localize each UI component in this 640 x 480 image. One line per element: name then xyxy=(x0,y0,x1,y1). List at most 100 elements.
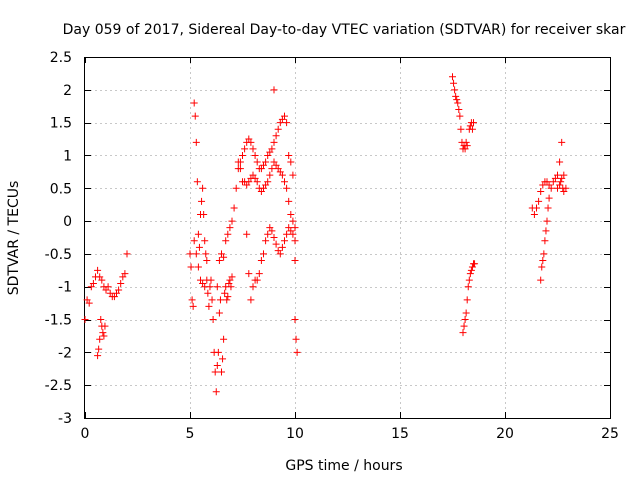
y-tick-label: -0.5 xyxy=(45,247,72,263)
data-point xyxy=(241,145,249,153)
data-point xyxy=(100,332,108,340)
data-point xyxy=(101,322,109,330)
data-point xyxy=(557,178,565,186)
data-point xyxy=(191,112,199,120)
data-points xyxy=(81,73,570,396)
data-point xyxy=(219,355,227,363)
data-point xyxy=(211,368,219,376)
data-point xyxy=(94,266,102,274)
data-point xyxy=(247,138,255,146)
data-point xyxy=(97,316,105,324)
data-point xyxy=(470,119,477,127)
data-point xyxy=(468,125,476,133)
y-tick-label: 1.5 xyxy=(50,116,72,132)
data-point xyxy=(264,178,272,186)
data-point xyxy=(459,329,467,337)
data-point xyxy=(467,266,475,274)
data-point xyxy=(278,171,286,179)
data-point xyxy=(537,188,545,196)
data-point xyxy=(291,316,299,324)
data-point xyxy=(194,263,202,271)
x-tick-label: 5 xyxy=(186,426,195,442)
data-point xyxy=(234,158,242,166)
data-point xyxy=(533,204,540,212)
data-point xyxy=(540,250,548,258)
x-tick-label: 15 xyxy=(391,426,409,442)
data-point xyxy=(457,125,465,133)
data-point xyxy=(216,296,224,304)
data-point xyxy=(202,250,210,258)
data-point xyxy=(239,151,246,159)
data-point xyxy=(266,171,274,179)
data-point xyxy=(537,276,545,284)
data-point xyxy=(213,283,221,291)
x-tick-label: 10 xyxy=(286,426,304,442)
data-point xyxy=(460,322,468,330)
y-axis-label: SDTVAR / TECUs xyxy=(6,181,22,296)
data-point xyxy=(464,283,472,291)
y-tick-label: -1.5 xyxy=(45,313,72,329)
data-point xyxy=(198,197,206,205)
data-point xyxy=(456,112,464,120)
x-tick-label: 25 xyxy=(601,426,619,442)
data-point xyxy=(558,138,566,146)
data-point xyxy=(207,276,215,284)
y-tick-label: -2 xyxy=(58,345,72,361)
data-point xyxy=(471,260,479,268)
data-point xyxy=(289,171,297,179)
data-point xyxy=(541,237,549,245)
data-point xyxy=(201,283,209,291)
data-point xyxy=(454,99,462,107)
data-point xyxy=(249,145,257,153)
data-point xyxy=(213,361,221,369)
data-point xyxy=(221,289,229,297)
y-tick-label: 2.5 xyxy=(50,50,72,66)
data-point xyxy=(291,237,299,245)
data-point xyxy=(95,345,103,353)
data-point xyxy=(220,253,228,261)
data-point xyxy=(272,240,280,248)
data-point xyxy=(544,204,552,212)
data-point xyxy=(560,188,568,196)
data-point xyxy=(554,171,561,179)
data-point xyxy=(190,237,198,245)
data-point xyxy=(215,256,223,264)
data-point xyxy=(281,178,288,186)
data-point xyxy=(209,316,217,324)
data-point xyxy=(190,99,198,107)
data-point xyxy=(260,250,267,258)
data-point xyxy=(559,184,567,192)
data-point xyxy=(539,256,547,264)
data-point xyxy=(194,230,202,238)
data-point xyxy=(247,296,255,304)
data-point xyxy=(251,151,259,159)
data-point xyxy=(117,279,125,287)
data-point xyxy=(115,286,123,294)
data-point xyxy=(451,86,459,94)
data-point xyxy=(292,335,300,343)
data-point xyxy=(274,125,282,133)
x-tick-label: 20 xyxy=(496,426,514,442)
data-point xyxy=(268,145,276,153)
data-point xyxy=(224,293,232,301)
data-point xyxy=(249,283,257,291)
y-tick-label: -1 xyxy=(58,280,72,296)
plot-frame xyxy=(84,57,611,419)
data-point xyxy=(222,237,230,245)
data-point xyxy=(556,158,564,166)
data-point xyxy=(285,197,293,205)
data-point xyxy=(255,270,263,278)
data-point xyxy=(253,158,261,166)
data-point xyxy=(291,256,299,264)
data-point xyxy=(452,92,460,100)
data-point xyxy=(243,230,251,238)
data-point xyxy=(232,184,240,192)
data-point xyxy=(281,237,288,245)
data-point xyxy=(187,263,195,271)
x-tick-label: 0 xyxy=(81,426,90,442)
y-tick-label: -2.5 xyxy=(45,378,72,394)
data-point xyxy=(289,230,297,238)
data-point xyxy=(81,316,89,324)
data-point xyxy=(449,73,456,81)
data-point xyxy=(262,158,270,166)
